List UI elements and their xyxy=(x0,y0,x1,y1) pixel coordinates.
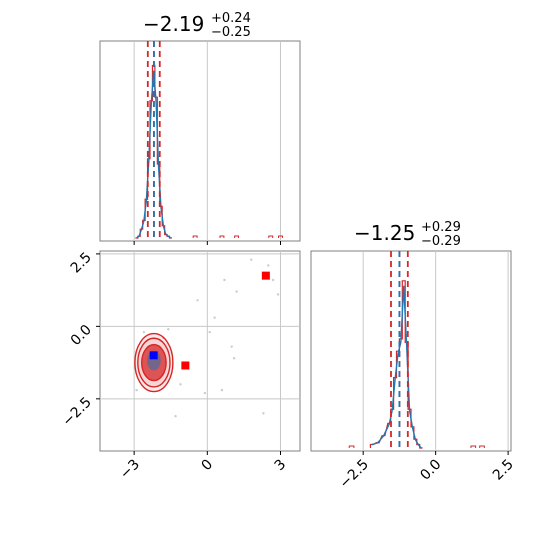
y-tail-bin xyxy=(479,445,485,448)
scatter-point xyxy=(267,264,270,267)
tick-label-y: 0.0 xyxy=(68,322,95,349)
panel-bottom-right-frame xyxy=(310,250,512,452)
scatter-point xyxy=(223,278,226,282)
x-histogram-blue xyxy=(136,70,172,239)
tick-layer: −3 0 3 2.5 0.0 −2.5 −2.5 0.0 2.5 xyxy=(59,241,517,492)
scatter-point xyxy=(135,388,138,392)
tick-label-x-right: 2.5 xyxy=(490,457,517,484)
y-tail-bin xyxy=(348,445,355,448)
scatter-point xyxy=(232,357,236,360)
scatter-point xyxy=(213,316,216,319)
y-histogram-blue xyxy=(371,285,422,449)
scatter-point xyxy=(276,293,280,296)
x-tail-bin xyxy=(268,235,274,238)
scatter-point xyxy=(230,345,233,348)
x-tail-bin xyxy=(234,235,240,238)
scatter-point xyxy=(235,290,238,293)
panel-bottom-left-frame xyxy=(99,250,301,452)
scatter-point xyxy=(208,330,211,334)
title-y-sup: +0.29 xyxy=(421,220,461,235)
marker-red xyxy=(181,361,190,370)
truth-marker-blue xyxy=(149,351,158,360)
title-x-sup: +0.24 xyxy=(211,11,251,26)
tick-label-x: −3 xyxy=(117,457,143,483)
title-y-sub: −0.29 xyxy=(421,234,461,249)
x-tail-bin xyxy=(219,235,225,238)
x-tail-bin xyxy=(278,235,283,238)
scatter-point xyxy=(142,330,146,334)
scatter-point xyxy=(262,412,265,415)
scatter-point xyxy=(179,383,182,386)
scatter-point xyxy=(196,299,199,302)
scatter-point xyxy=(250,258,253,261)
scatter-layer xyxy=(134,258,280,418)
histogram-y-layer xyxy=(348,251,485,451)
grid-layer xyxy=(100,41,509,451)
title-y-main: −1.25 xyxy=(354,221,415,245)
y-histogram-step xyxy=(369,280,423,449)
tick-label-y: 2.5 xyxy=(68,249,95,276)
scatter-point xyxy=(174,415,177,418)
scatter-point xyxy=(271,278,275,282)
tick-label-x-right: 0.0 xyxy=(417,457,444,484)
marker-red xyxy=(261,271,270,280)
tick-label-x: 0 xyxy=(199,457,217,475)
histogram-x-layer xyxy=(135,41,283,241)
title-x-sub: −0.25 xyxy=(211,25,251,40)
panel-top-left-frame xyxy=(99,40,301,242)
tick-label-x: 3 xyxy=(272,457,290,475)
title-x-main: −2.19 xyxy=(143,12,204,36)
scatter-point xyxy=(220,388,224,392)
tick-label-y: −2.5 xyxy=(59,394,94,429)
tick-label-x-right: −2.5 xyxy=(337,457,372,492)
scatter-point xyxy=(203,391,207,395)
x-tail-bin xyxy=(192,235,198,238)
y-tail-bin xyxy=(470,445,477,448)
scatter-point xyxy=(167,328,170,331)
